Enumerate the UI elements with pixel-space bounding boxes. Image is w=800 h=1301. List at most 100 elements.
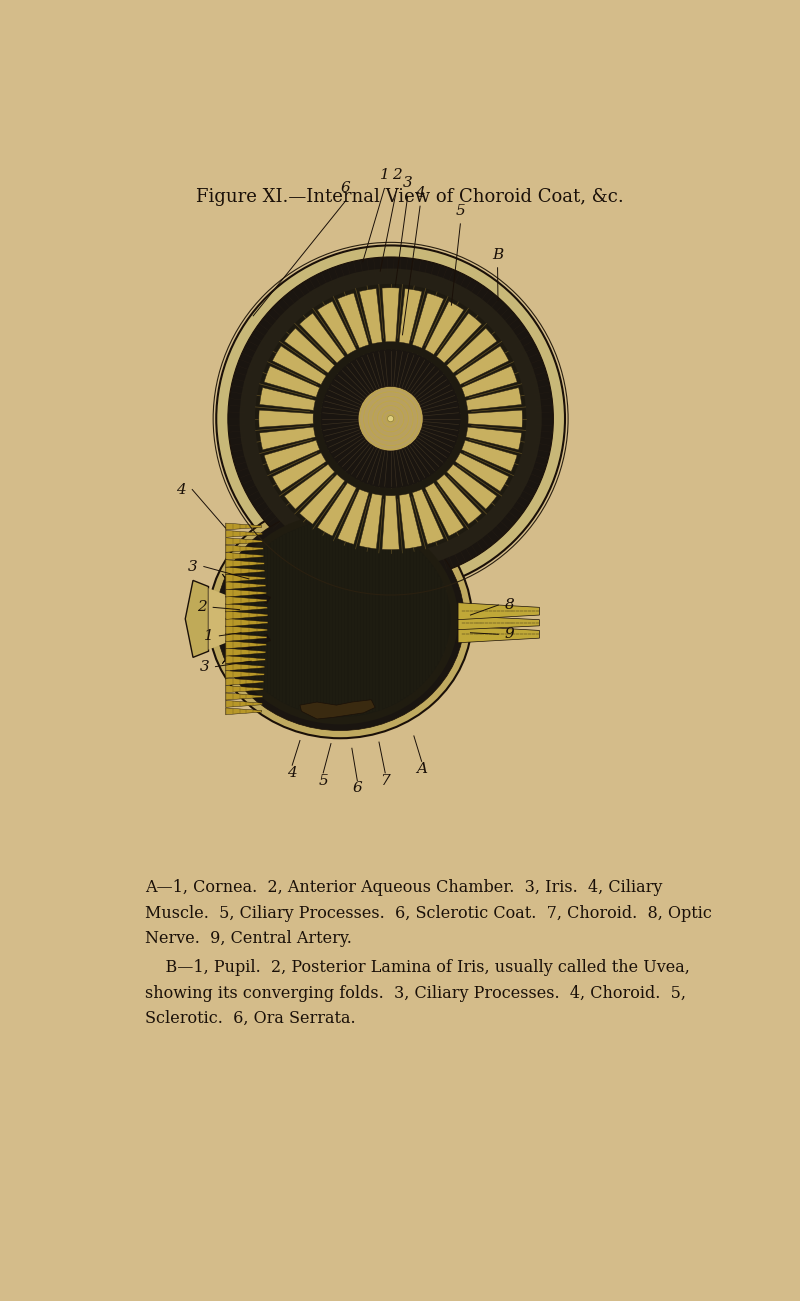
Polygon shape bbox=[466, 388, 522, 410]
Text: 3: 3 bbox=[188, 559, 198, 574]
Ellipse shape bbox=[216, 507, 464, 731]
Polygon shape bbox=[425, 483, 464, 536]
Polygon shape bbox=[299, 475, 345, 524]
Text: 4: 4 bbox=[177, 483, 186, 497]
Polygon shape bbox=[226, 604, 267, 611]
Polygon shape bbox=[226, 611, 268, 619]
Polygon shape bbox=[458, 626, 539, 643]
Text: B—1, Pupil.  2, Posterior Lamina of Iris, usually called the Uvea,
showing its c: B—1, Pupil. 2, Posterior Lamina of Iris,… bbox=[145, 959, 690, 1026]
Polygon shape bbox=[338, 489, 369, 544]
Ellipse shape bbox=[209, 500, 472, 738]
Text: 1: 1 bbox=[204, 628, 214, 643]
Polygon shape bbox=[226, 537, 263, 545]
Polygon shape bbox=[446, 328, 497, 373]
Text: 4: 4 bbox=[415, 186, 425, 200]
Polygon shape bbox=[468, 410, 522, 427]
Polygon shape bbox=[226, 664, 265, 671]
Polygon shape bbox=[273, 346, 326, 385]
Polygon shape bbox=[226, 656, 266, 664]
Polygon shape bbox=[226, 559, 264, 567]
Ellipse shape bbox=[230, 520, 450, 717]
Polygon shape bbox=[458, 615, 539, 630]
Polygon shape bbox=[284, 328, 334, 373]
Text: Figure XI.—Internal View of Choroid Coat, &c.: Figure XI.—Internal View of Choroid Coat… bbox=[196, 187, 624, 206]
Polygon shape bbox=[299, 314, 345, 363]
Polygon shape bbox=[226, 686, 263, 692]
Polygon shape bbox=[226, 531, 262, 537]
Polygon shape bbox=[226, 641, 266, 649]
Text: 3: 3 bbox=[200, 660, 210, 674]
Polygon shape bbox=[338, 293, 369, 349]
Text: 2: 2 bbox=[198, 600, 207, 614]
Polygon shape bbox=[222, 574, 270, 604]
Ellipse shape bbox=[222, 514, 458, 725]
Polygon shape bbox=[226, 626, 267, 634]
Polygon shape bbox=[455, 453, 509, 492]
Text: 7: 7 bbox=[380, 774, 390, 787]
Polygon shape bbox=[226, 553, 264, 559]
Circle shape bbox=[239, 268, 542, 569]
Polygon shape bbox=[264, 366, 320, 397]
Polygon shape bbox=[284, 464, 334, 509]
Polygon shape bbox=[209, 588, 232, 649]
Polygon shape bbox=[226, 618, 268, 627]
Text: 9: 9 bbox=[504, 627, 514, 641]
Polygon shape bbox=[412, 489, 444, 544]
Polygon shape bbox=[437, 475, 482, 524]
Polygon shape bbox=[259, 410, 314, 427]
Polygon shape bbox=[226, 708, 262, 714]
Polygon shape bbox=[186, 580, 209, 657]
Text: 3: 3 bbox=[403, 176, 413, 190]
Polygon shape bbox=[382, 496, 399, 549]
Polygon shape bbox=[318, 483, 356, 536]
Polygon shape bbox=[399, 493, 422, 549]
Polygon shape bbox=[300, 700, 375, 719]
Circle shape bbox=[321, 350, 460, 488]
Polygon shape bbox=[226, 567, 265, 575]
Text: B: B bbox=[492, 247, 503, 262]
Circle shape bbox=[255, 284, 526, 553]
Polygon shape bbox=[260, 388, 315, 410]
Text: 8: 8 bbox=[504, 598, 514, 611]
Polygon shape bbox=[462, 366, 517, 397]
Polygon shape bbox=[446, 464, 497, 509]
Polygon shape bbox=[226, 523, 262, 530]
Polygon shape bbox=[226, 648, 266, 656]
Polygon shape bbox=[226, 693, 263, 700]
Circle shape bbox=[216, 246, 565, 592]
Polygon shape bbox=[226, 596, 267, 605]
Polygon shape bbox=[226, 634, 267, 641]
Text: 5: 5 bbox=[455, 204, 466, 217]
Polygon shape bbox=[455, 346, 509, 385]
Polygon shape bbox=[226, 582, 266, 589]
Polygon shape bbox=[425, 302, 464, 355]
Text: 2: 2 bbox=[392, 168, 402, 182]
Polygon shape bbox=[318, 302, 356, 355]
Circle shape bbox=[387, 415, 394, 422]
Polygon shape bbox=[260, 427, 315, 450]
Polygon shape bbox=[226, 545, 263, 552]
Polygon shape bbox=[273, 453, 326, 492]
Polygon shape bbox=[412, 293, 444, 349]
Text: 6: 6 bbox=[341, 181, 350, 195]
Circle shape bbox=[358, 386, 423, 451]
Polygon shape bbox=[437, 314, 482, 363]
Text: 1: 1 bbox=[379, 168, 390, 182]
Polygon shape bbox=[382, 288, 399, 342]
Polygon shape bbox=[222, 635, 270, 664]
Text: 6: 6 bbox=[353, 782, 362, 795]
Polygon shape bbox=[399, 289, 422, 343]
Text: 4: 4 bbox=[287, 766, 297, 779]
Polygon shape bbox=[226, 678, 264, 686]
Polygon shape bbox=[226, 589, 266, 597]
Polygon shape bbox=[359, 289, 382, 343]
Text: A—1, Cornea.  2, Anterior Aqueous Chamber.  3, Iris.  4, Ciliary
Muscle.  5, Cil: A—1, Cornea. 2, Anterior Aqueous Chamber… bbox=[145, 879, 712, 947]
Polygon shape bbox=[458, 602, 539, 619]
Polygon shape bbox=[226, 574, 266, 582]
Polygon shape bbox=[359, 493, 382, 549]
Polygon shape bbox=[462, 440, 517, 471]
Polygon shape bbox=[264, 440, 320, 471]
Polygon shape bbox=[466, 427, 522, 450]
Circle shape bbox=[228, 258, 554, 580]
Text: A: A bbox=[416, 762, 427, 775]
